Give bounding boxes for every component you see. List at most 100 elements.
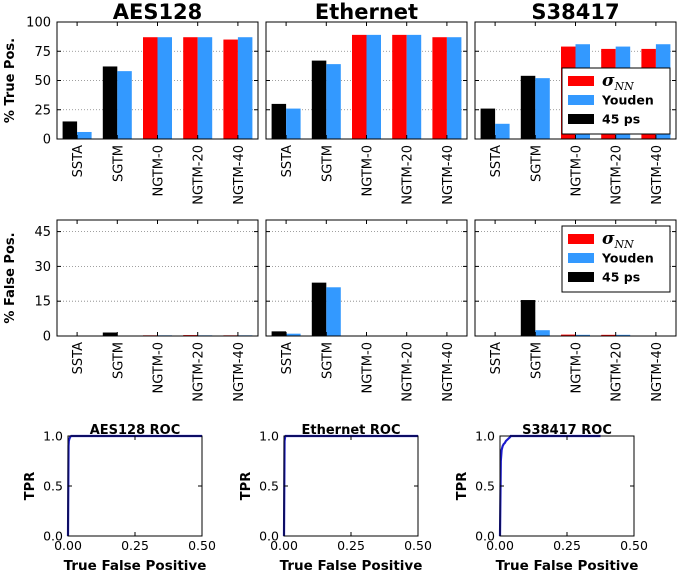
roc-panel-1: 0.00 0.25 0.50 0.0 0.5 1.0 Ethernet ROC True Fa… <box>239 423 432 572</box>
y-tick-label: 0.5 <box>259 479 279 494</box>
legend-swatch-ps45 <box>568 272 594 282</box>
bar-ssta-youden <box>286 333 301 336</box>
x-tick-label: SSTA <box>71 342 86 374</box>
y-tick-label: 15 <box>34 295 51 310</box>
y-tick-label: 0.0 <box>43 529 63 544</box>
bar-ssta-45ps <box>271 103 287 139</box>
legend-label-youden: Youden <box>601 93 654 108</box>
x-tick-label: NGTM-20 <box>610 145 625 205</box>
bar-sgtm-45ps <box>520 300 536 336</box>
legend-swatch-youden <box>568 253 594 263</box>
bar-ngtm-40-σnn <box>432 37 447 139</box>
y-axis-label: TPR <box>239 472 254 500</box>
plot-frame <box>265 219 468 337</box>
y-tick-label: 25 <box>34 103 51 118</box>
legend-swatch-sigma <box>568 234 594 244</box>
x-tick-label: NGTM-0 <box>152 145 167 196</box>
roc-curve <box>66 434 202 537</box>
bar-ngtm-20-youden <box>615 334 631 336</box>
bar-ssta-youden <box>286 108 301 139</box>
bar-ssta-youden <box>77 131 92 139</box>
bar-ssta-45ps <box>62 121 78 139</box>
x-tick-label: NGTM-40 <box>650 145 665 205</box>
x-tick-label: SSTA <box>280 342 295 374</box>
x-tick-label: NGTM-0 <box>570 342 585 393</box>
bar-sgtm-45ps <box>102 66 118 139</box>
y-axis-label: % False Pos. <box>3 232 18 323</box>
plot-frame <box>283 435 419 537</box>
bar-ssta-youden <box>495 123 510 139</box>
bar-panel-1: SSTA SGTM NGTM-0 NGTM-20 NGTM-40 Ethernet <box>265 0 468 205</box>
bar-ngtm-0-σnn <box>561 334 576 336</box>
bar-ngtm-0-σnn <box>352 34 367 140</box>
bar-ngtm-0-σnn <box>143 37 158 139</box>
bar-ngtm-40-σnn <box>223 39 238 139</box>
y-axis-label: TPR <box>455 472 470 500</box>
legend-sigma: σ <box>602 229 615 249</box>
roc-curve <box>498 434 601 537</box>
legend-sigma-subscript: NN <box>614 80 635 93</box>
bar-sgtm-youden <box>535 78 550 139</box>
bar-sgtm-45ps <box>311 60 327 139</box>
y-tick-label: 0 <box>43 330 51 345</box>
x-tick-label: NGTM-0 <box>361 342 376 393</box>
bar-ngtm-0-youden <box>157 37 172 139</box>
bar-ngtm-20-youden <box>406 34 422 140</box>
x-tick-label: 0.25 <box>121 538 149 553</box>
bar-ngtm-20-youden <box>197 37 213 139</box>
x-tick-label: NGTM-0 <box>152 342 167 393</box>
bar-ngtm-40-youden <box>446 37 462 139</box>
legend-label-sigma-nn: σNN <box>602 229 634 251</box>
bar-panel-2: SSTA SGTM NGTM-0 NGTM-20 NGTM-40 S38417 σNNYou… <box>474 0 677 205</box>
roc-panel-0: 0.00 0.25 0.50 0.0 0.5 1.0 AES128 ROC True Fals… <box>23 423 216 572</box>
bar-sgtm-45ps <box>311 282 327 336</box>
x-tick-label: 0.25 <box>337 538 365 553</box>
x-tick-label: NGTM-20 <box>401 145 416 205</box>
plot-frame <box>56 219 259 337</box>
y-tick-label: 30 <box>34 260 51 275</box>
legend-label-ps45: 45 ps <box>602 112 640 127</box>
plot-frame <box>499 435 635 537</box>
x-tick-label: 0.00 <box>54 538 82 553</box>
x-tick-label: NGTM-0 <box>361 145 376 196</box>
y-tick-label: 0.5 <box>43 479 63 494</box>
x-tick-label: NGTM-0 <box>570 145 585 196</box>
roc-title: S38417 ROC <box>522 423 612 438</box>
bar-sgtm-youden <box>535 330 550 336</box>
bar-ngtm-40-youden <box>237 37 253 139</box>
panel-title: AES128 <box>113 0 203 24</box>
bar-sgtm-youden <box>326 64 341 139</box>
legend-swatch-ps45 <box>568 114 594 124</box>
legend-label-ps45: 45 ps <box>602 270 640 285</box>
x-tick-label: NGTM-40 <box>441 342 456 402</box>
bar-ngtm-20-σnn <box>601 334 616 336</box>
y-tick-label: 50 <box>34 74 51 89</box>
bar-panel-4: SSTA SGTM NGTM-0 NGTM-20 NGTM-40 <box>265 219 468 402</box>
bar-ngtm-0-youden <box>366 34 381 140</box>
legend-label-youden: Youden <box>601 251 654 266</box>
x-tick-label: NGTM-20 <box>192 342 207 402</box>
roc-title: AES128 ROC <box>90 423 181 438</box>
x-tick-label: NGTM-40 <box>650 342 665 402</box>
y-tick-label: 0 <box>43 133 51 148</box>
legend-sigma: σ <box>602 71 615 91</box>
x-tick-label: NGTM-20 <box>610 342 625 402</box>
roc-title: Ethernet ROC <box>302 423 401 438</box>
bar-panel-0: SSTA SGTM NGTM-0 NGTM-20 NGTM-40 0 25 50 75 100 AE… <box>3 0 259 205</box>
y-tick-label: 75 <box>34 45 51 60</box>
x-tick-label: 0.00 <box>486 538 514 553</box>
x-axis-label: True False Positive <box>64 558 207 572</box>
x-tick-label: NGTM-20 <box>192 145 207 205</box>
y-tick-label: 0.0 <box>259 529 279 544</box>
x-tick-label: SGTM <box>111 145 126 182</box>
bar-ngtm-20-σnn <box>183 37 198 139</box>
x-tick-label: SSTA <box>489 145 504 177</box>
x-tick-label: SGTM <box>111 342 126 379</box>
bar-sgtm-45ps <box>102 332 118 336</box>
bar-ssta-45ps <box>271 331 287 336</box>
bar-panel-3: SSTA SGTM NGTM-0 NGTM-20 NGTM-40 0 15 30 45 % Fal… <box>3 219 259 402</box>
